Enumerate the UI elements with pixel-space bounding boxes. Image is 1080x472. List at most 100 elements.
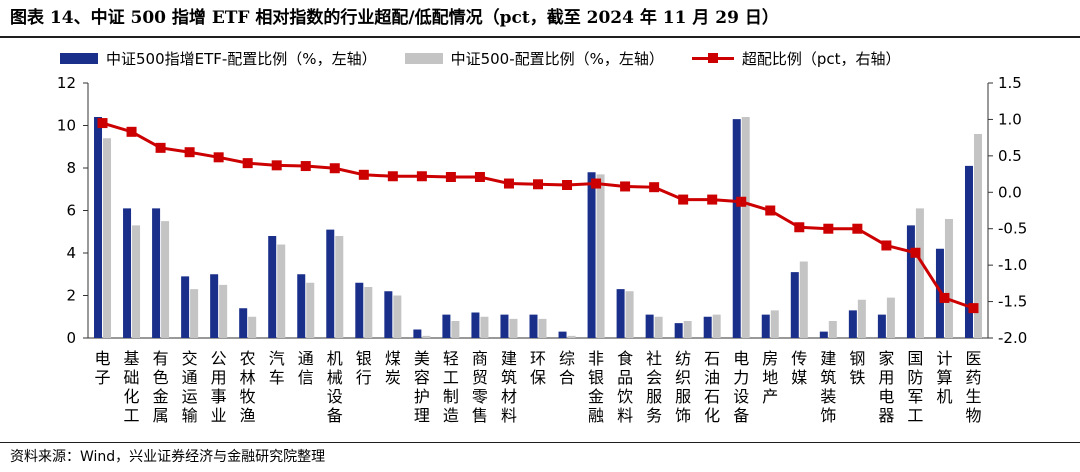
bar-series-0 — [558, 331, 567, 338]
bar-series-0 — [210, 274, 219, 338]
chart-title: 图表 14、中证 500 指增 ETF 相对指数的行业超配/低配情况（pct，截… — [10, 8, 779, 28]
bar-series-1 — [335, 236, 344, 338]
category-label: 社会服务 — [646, 349, 662, 425]
category-label: 房地产 — [762, 349, 778, 406]
category-label: 非银金融 — [588, 349, 604, 425]
bar-series-1 — [712, 314, 721, 338]
bar-series-1 — [277, 244, 286, 338]
bar-series-1 — [915, 208, 924, 338]
category-label: 钢铁 — [849, 349, 865, 387]
category-label: 通信 — [298, 349, 314, 387]
bar-series-0 — [442, 314, 451, 338]
bar-series-0 — [674, 323, 683, 338]
bar-series-0 — [384, 291, 393, 338]
bar-series-1 — [219, 284, 228, 338]
bar-series-0 — [761, 314, 770, 338]
legend-item-etf: 中证500指增ETF-配置比例（%，左轴） — [60, 48, 377, 69]
bar-series-0 — [529, 314, 538, 338]
bar-series-1 — [596, 174, 605, 338]
category-label: 轻工制造 — [443, 349, 459, 425]
right-axis-tick-label: -1.5 — [998, 293, 1027, 311]
source-rule — [0, 442, 1080, 443]
overweight-marker — [387, 171, 398, 182]
category-label: 基础化工 — [124, 349, 140, 425]
bar-series-1 — [538, 318, 547, 338]
overweight-marker — [939, 292, 950, 303]
bar-series-1 — [654, 316, 663, 338]
right-axis-tick-label: 1.0 — [998, 110, 1022, 128]
bar-series-1 — [364, 287, 373, 338]
category-label: 美容护理 — [414, 349, 430, 425]
bar-series-0 — [877, 314, 886, 338]
overweight-marker — [213, 152, 224, 163]
overweight-marker — [416, 171, 427, 182]
chart-legend: 中证500指增ETF-配置比例（%，左轴） 中证500-配置比例（%，左轴） 超… — [60, 46, 929, 70]
left-axis-tick-label: 12 — [57, 74, 76, 92]
category-label: 农林牧渔 — [240, 349, 256, 425]
overweight-marker — [707, 194, 718, 205]
bar-series-0 — [500, 314, 509, 338]
right-axis-tick-label: -0.5 — [998, 220, 1027, 238]
category-label: 商贸零售 — [472, 349, 488, 425]
overweight-marker — [736, 196, 747, 207]
overweight-marker — [329, 163, 340, 174]
overweight-marker — [649, 182, 660, 193]
bar-series-0 — [413, 329, 422, 338]
category-label: 医药生物 — [965, 349, 981, 425]
category-label: 机械设备 — [327, 349, 343, 425]
bar-series-0 — [326, 229, 335, 338]
category-label: 银行 — [356, 349, 372, 387]
bar-series-0 — [94, 117, 103, 338]
bar-series-0 — [123, 208, 132, 338]
left-axis-tick-label: 6 — [66, 202, 76, 220]
bar-series-1 — [625, 291, 634, 338]
bar-series-0 — [732, 119, 741, 338]
right-axis-tick-label: -1.0 — [998, 256, 1027, 274]
overweight-marker — [300, 161, 311, 172]
bar-series-1 — [132, 225, 141, 338]
source-note: 资料来源：Wind，兴业证券经济与金融研究院整理 — [10, 449, 326, 465]
overweight-marker — [562, 180, 573, 190]
bar-series-0 — [848, 310, 857, 338]
right-axis-tick-label: 1.5 — [998, 74, 1022, 92]
overweight-marker — [97, 118, 108, 129]
overweight-marker — [242, 158, 253, 169]
left-axis-tick-label: 2 — [66, 287, 76, 305]
bar-series-1 — [741, 117, 750, 338]
overweight-marker — [620, 181, 631, 192]
bar-series-0 — [645, 314, 654, 338]
right-axis-tick-label: 0.0 — [998, 183, 1022, 201]
overweight-marker — [794, 222, 805, 233]
bar-series-0 — [964, 165, 973, 338]
bar-series-0 — [297, 274, 306, 338]
bar-series-0 — [616, 289, 625, 338]
bar-series-1 — [828, 321, 837, 338]
legend-swatch-etf — [60, 52, 98, 64]
category-label: 煤炭 — [385, 349, 401, 387]
legend-label-etf: 中证500指增ETF-配置比例（%，左轴） — [106, 49, 377, 68]
chart-plot: 0 2 4 6 8 10 12 -2.0 -1.5 -1.0 -0.5 0.0 0.5 1.0 1.5 电子基… — [57, 74, 1027, 425]
category-label: 电力设备 — [733, 349, 749, 425]
bar-series-1 — [944, 219, 953, 338]
category-label: 传媒 — [791, 349, 807, 387]
overweight-marker — [503, 178, 514, 189]
title-rule — [0, 36, 1080, 38]
overweight-marker — [881, 240, 892, 251]
left-axis-tick-label: 10 — [57, 117, 76, 135]
category-label: 纺织服饰 — [675, 349, 691, 425]
bar-series-0 — [181, 276, 190, 338]
overweight-marker — [852, 223, 863, 234]
overweight-marker — [155, 142, 166, 153]
category-label: 家用电器 — [878, 349, 894, 425]
category-label: 国防军工 — [907, 349, 923, 425]
overweight-marker — [533, 179, 543, 190]
category-label: 交通运输 — [182, 349, 198, 425]
overweight-marker — [823, 223, 834, 234]
bar-series-1 — [248, 316, 257, 338]
overweight-marker — [445, 171, 456, 182]
category-label: 综合 — [559, 349, 575, 387]
category-label: 有色金属 — [153, 349, 169, 425]
bar-series-1 — [886, 297, 895, 338]
bar-series-1 — [306, 282, 315, 338]
bar-series-1 — [161, 221, 170, 338]
